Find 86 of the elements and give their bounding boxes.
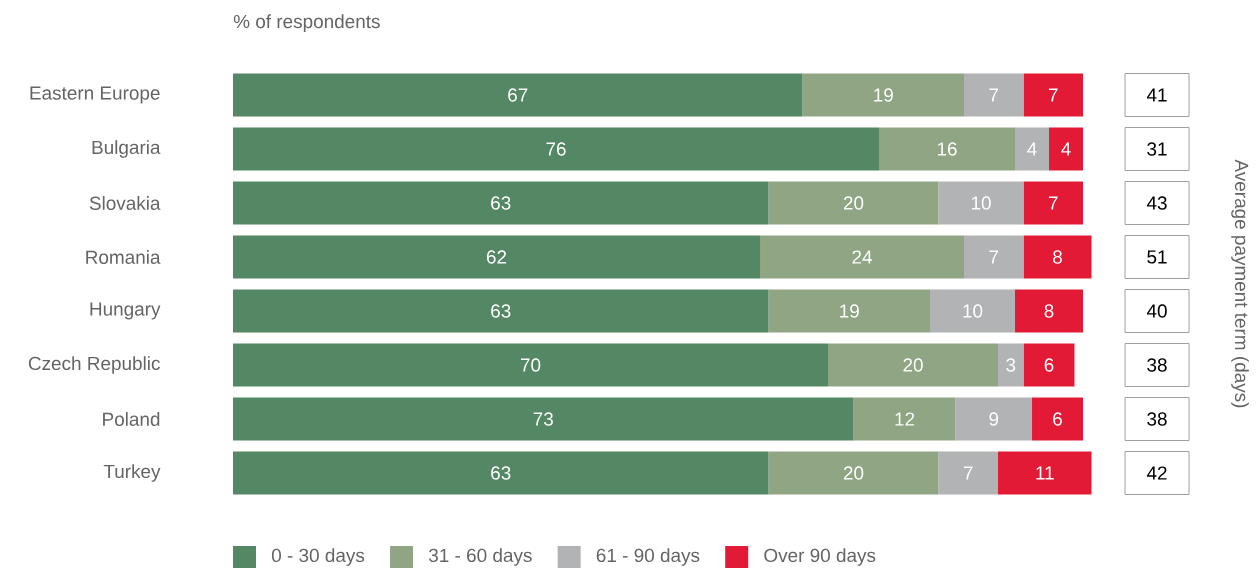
data-label: 6 [1053,412,1062,426]
data-label: 19 [874,88,893,102]
data-label: 19 [840,304,859,318]
y-tick-label: Slovakia [89,196,161,210]
data-label: 62 [486,250,507,264]
bar [233,235,761,279]
data-label: 63 [491,466,511,480]
data-label: 11 [1036,466,1054,480]
chart-title: % of respondents [233,14,380,32]
data-label: 42 [1146,466,1167,480]
data-label: 38 [1147,412,1167,426]
bar [802,73,965,117]
data-label: 31 [1147,142,1167,156]
bar [233,451,769,495]
bar [1023,73,1084,117]
legend-label: 0 - 30 days [271,548,365,566]
legend-label: Over 90 days [764,548,876,566]
bar [964,73,1024,117]
data-label: 7 [1048,196,1058,210]
bar [938,451,999,495]
y-tick-label: Romania [86,250,161,264]
legend-label: 61 - 90 days [596,548,700,566]
bar [879,127,1016,171]
bar [233,73,803,117]
bar [828,343,999,387]
data-label: 51 [1147,250,1167,264]
y-tick-label: Turkey [103,464,161,482]
bar [768,289,931,333]
data-label: 3 [1006,358,1016,372]
data-label: 20 [843,466,864,480]
bar [938,181,1024,225]
bar [998,343,1024,387]
bar [768,181,939,225]
data-label: 6 [1044,358,1054,372]
data-label: 8 [1044,304,1054,318]
data-label: 8 [1053,250,1062,264]
data-label: 12 [895,412,915,426]
legend-label: 31 - 60 days [428,548,532,566]
data-label: 67 [508,88,528,102]
bar [964,235,1024,279]
bar [1023,235,1092,279]
y-tick-label: Poland [103,412,160,426]
y-tick-label: Czech Republic [28,356,160,374]
data-label: 9 [989,412,999,426]
bar [233,181,769,225]
y-tick-label: Eastern Europe [30,86,160,104]
bar [768,451,939,495]
y-tick-label: Hungary [90,302,161,320]
bar [1049,127,1084,171]
bar [930,289,1016,333]
data-label: 4 [1027,142,1037,156]
data-label: 7 [989,250,999,264]
data-label: 7 [1048,88,1058,102]
data-label: 24 [852,250,872,264]
bar [233,343,829,387]
data-label: 76 [546,142,566,156]
data-label: 38 [1147,358,1167,372]
bar [1023,181,1084,225]
bar [1015,289,1084,333]
data-label: 63 [491,304,511,318]
data-label: 7 [963,466,973,480]
bar [1032,397,1084,441]
bar [853,397,956,441]
bar [233,127,880,171]
data-label: 10 [963,304,983,318]
data-label: 73 [533,412,553,426]
text: Average payment term (days) [1231,159,1249,408]
bar [955,397,1033,441]
data-label: 63 [491,196,511,210]
bar [1023,343,1075,387]
data-label: 43 [1146,196,1167,210]
y-tick-label: Bulgaria [92,140,161,158]
data-label: 20 [903,358,923,372]
bar [1015,127,1050,171]
bar [233,289,769,333]
data-label: 10 [971,196,991,210]
data-label: 7 [989,88,999,102]
bar [760,235,965,279]
data-label: 16 [937,142,957,156]
data-label: 70 [520,358,541,372]
data-label: 41 [1146,88,1167,102]
data-label: 4 [1061,142,1071,156]
bar [998,451,1092,495]
data-label: 40 [1146,304,1167,318]
bar [233,397,854,441]
data-label: 20 [843,196,864,210]
